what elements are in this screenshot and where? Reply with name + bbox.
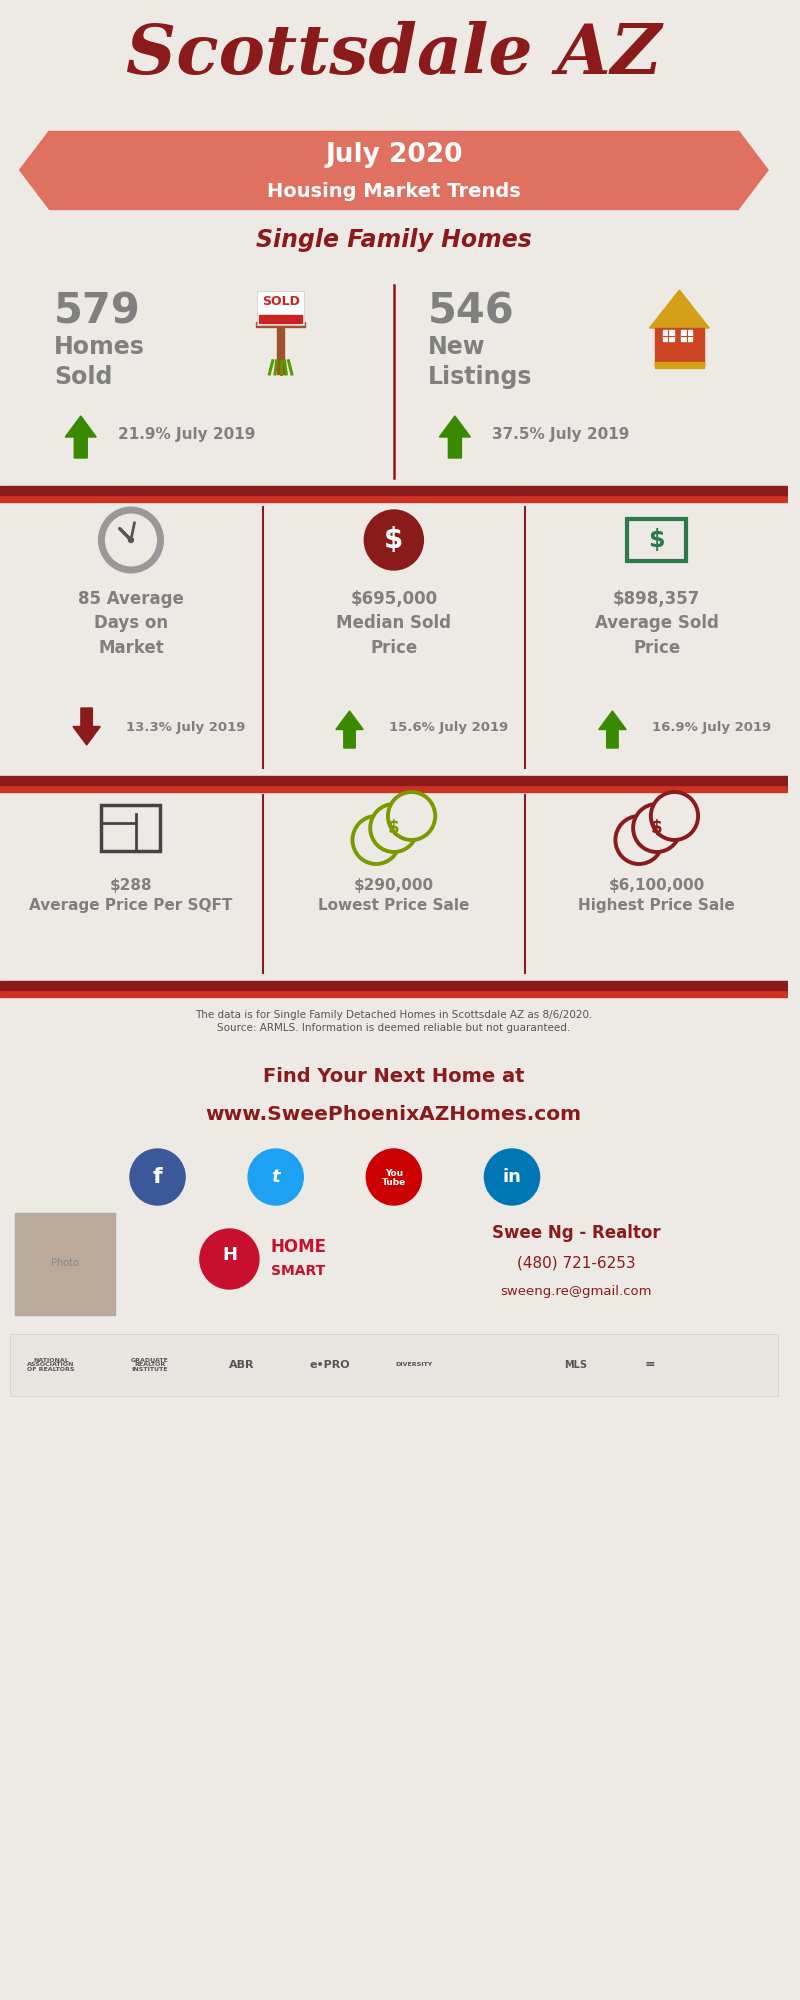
Circle shape [364, 510, 423, 570]
Text: $6,100,000
Highest Price Sale: $6,100,000 Highest Price Sale [578, 878, 735, 914]
Text: SMART: SMART [271, 1264, 326, 1278]
Circle shape [129, 538, 134, 542]
Text: You
Tube: You Tube [382, 1170, 406, 1186]
Bar [0, 494, 788, 502]
Text: 16.9% July 2019: 16.9% July 2019 [652, 720, 771, 734]
Bar [277, 328, 284, 374]
Text: MLS: MLS [565, 1360, 587, 1370]
Text: July 2020: July 2020 [325, 142, 462, 168]
Bar [0, 990, 788, 996]
Text: $288
Average Price Per SQFT: $288 Average Price Per SQFT [30, 878, 233, 914]
Text: in: in [502, 1168, 522, 1186]
Polygon shape [66, 416, 96, 458]
Text: The data is for Single Family Detached Homes in Scottsdale AZ as 8/6/2020.
Sourc: The data is for Single Family Detached H… [195, 1010, 593, 1034]
Text: 15.6% July 2019: 15.6% July 2019 [389, 720, 508, 734]
Bar [258, 292, 304, 324]
Text: t: t [271, 1168, 280, 1186]
Circle shape [102, 510, 161, 570]
Text: =: = [645, 1358, 655, 1372]
Text: NATIONAL
ASSOCIATION
OF REALTORS: NATIONAL ASSOCIATION OF REALTORS [27, 1358, 75, 1372]
Text: Homes
Sold: Homes Sold [54, 336, 145, 388]
Text: www.SweePhoenixAZHomes.com: www.SweePhoenixAZHomes.com [206, 1104, 582, 1124]
Circle shape [370, 804, 418, 852]
Bar [50, 132, 738, 208]
Bar [259, 316, 302, 322]
Text: 579: 579 [54, 290, 141, 332]
Circle shape [366, 1148, 422, 1204]
Text: Scottsdale AZ: Scottsdale AZ [126, 22, 662, 88]
Polygon shape [439, 416, 470, 458]
Bar [662, 330, 674, 342]
Text: 85 Average
Days on
Market: 85 Average Days on Market [78, 590, 184, 656]
Polygon shape [738, 130, 768, 208]
Text: $: $ [651, 820, 662, 836]
Text: Single Family Homes: Single Family Homes [256, 228, 532, 252]
Text: Housing Market Trends: Housing Market Trends [267, 182, 521, 202]
Text: DIVERSITY: DIVERSITY [395, 1362, 432, 1368]
Circle shape [353, 816, 400, 864]
Polygon shape [336, 712, 363, 748]
Bar [102, 806, 161, 852]
Circle shape [651, 792, 698, 840]
Bar [10, 1334, 778, 1396]
Bar [0, 784, 788, 792]
Polygon shape [598, 712, 626, 748]
Polygon shape [73, 708, 100, 744]
Circle shape [130, 1148, 185, 1204]
Bar [682, 330, 693, 342]
Circle shape [200, 1228, 259, 1288]
Bar [655, 328, 704, 366]
Circle shape [633, 804, 680, 852]
Bar [0, 486, 788, 494]
Polygon shape [650, 290, 710, 328]
Text: New
Listings: New Listings [428, 336, 533, 388]
Circle shape [105, 514, 157, 566]
Circle shape [485, 1148, 539, 1204]
Bar [14, 1212, 115, 1316]
Text: 21.9% July 2019: 21.9% July 2019 [118, 428, 255, 442]
Bar [655, 362, 704, 368]
Text: 37.5% July 2019: 37.5% July 2019 [492, 428, 630, 442]
Bar [0, 776, 788, 786]
Text: $: $ [384, 526, 403, 554]
Text: 13.3% July 2019: 13.3% July 2019 [126, 720, 246, 734]
Text: 546: 546 [428, 290, 515, 332]
Bar [256, 322, 305, 328]
Text: $290,000
Lowest Price Sale: $290,000 Lowest Price Sale [318, 878, 470, 914]
Text: f: f [153, 1168, 162, 1186]
Text: Find Your Next Home at: Find Your Next Home at [263, 1068, 525, 1086]
Text: GRADUATE
REALTOR
INSTITUTE: GRADUATE REALTOR INSTITUTE [130, 1358, 169, 1372]
Text: Swee Ng - Realtor: Swee Ng - Realtor [492, 1224, 660, 1242]
Text: $: $ [649, 528, 665, 552]
Text: $: $ [388, 820, 400, 836]
Text: SOLD: SOLD [262, 296, 299, 308]
Text: $898,357
Average Sold
Price: $898,357 Average Sold Price [595, 590, 718, 656]
Bar [627, 520, 686, 562]
Circle shape [248, 1148, 303, 1204]
Text: $695,000
Median Sold
Price: $695,000 Median Sold Price [336, 590, 451, 656]
Text: ABR: ABR [229, 1360, 254, 1370]
Text: (480) 721-6253: (480) 721-6253 [517, 1256, 635, 1270]
Polygon shape [20, 130, 50, 208]
Text: Photo: Photo [51, 1258, 79, 1268]
Text: sweeng.re@gmail.com: sweeng.re@gmail.com [500, 1284, 652, 1298]
Text: H: H [222, 1246, 237, 1264]
Text: e•PRO: e•PRO [310, 1360, 350, 1370]
Text: HOME: HOME [270, 1238, 326, 1256]
Circle shape [388, 792, 435, 840]
Bar [0, 980, 788, 990]
Circle shape [615, 816, 662, 864]
